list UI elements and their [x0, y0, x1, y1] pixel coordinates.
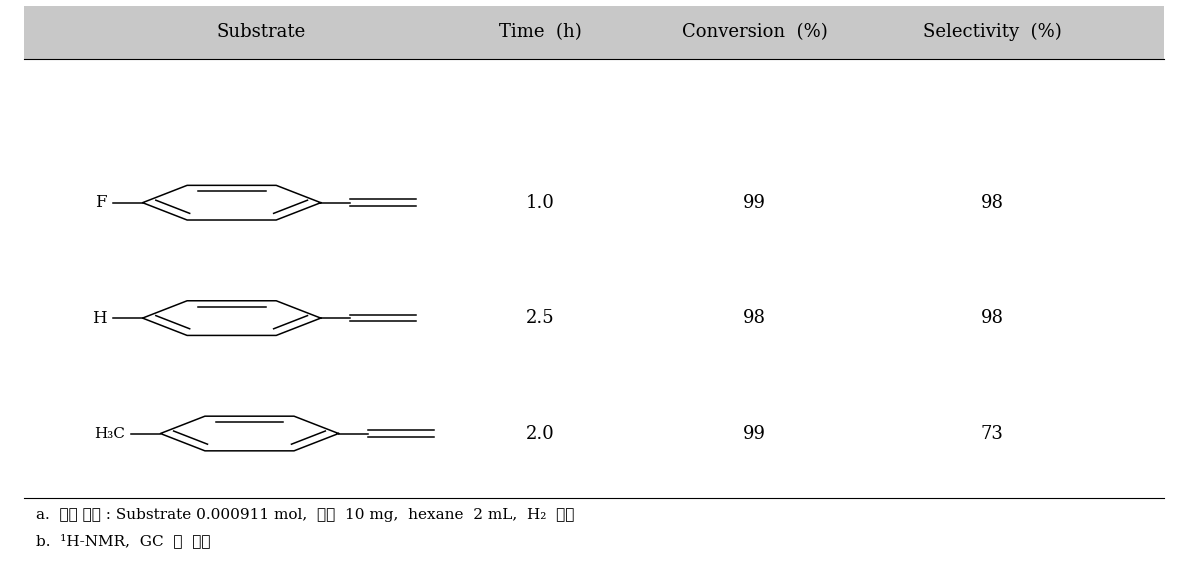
Text: 99: 99 [742, 425, 766, 443]
Text: a.  반응 조건 : Substrate 0.000911 mol,  촉매  10 mg,  hexane  2 mL,  H₂  풍선: a. 반응 조건 : Substrate 0.000911 mol, 촉매 10… [36, 508, 574, 522]
Text: Selectivity  (%): Selectivity (%) [923, 23, 1061, 42]
Text: Conversion  (%): Conversion (%) [682, 24, 827, 41]
Text: H: H [93, 310, 107, 327]
Text: F: F [95, 194, 107, 211]
Text: 1.0: 1.0 [526, 194, 555, 212]
Text: 2.0: 2.0 [526, 425, 555, 443]
Text: 99: 99 [742, 194, 766, 212]
FancyBboxPatch shape [24, 6, 1164, 59]
Text: 73: 73 [980, 425, 1004, 443]
Text: Time  (h): Time (h) [499, 24, 582, 41]
Text: 98: 98 [980, 309, 1004, 327]
Text: 2.5: 2.5 [526, 309, 555, 327]
Text: 98: 98 [742, 309, 766, 327]
Text: H₃C: H₃C [94, 427, 125, 440]
Text: b.  ¹H-NMR,  GC  로  확인: b. ¹H-NMR, GC 로 확인 [36, 533, 210, 548]
Text: 98: 98 [980, 194, 1004, 212]
Text: Substrate: Substrate [216, 24, 307, 41]
